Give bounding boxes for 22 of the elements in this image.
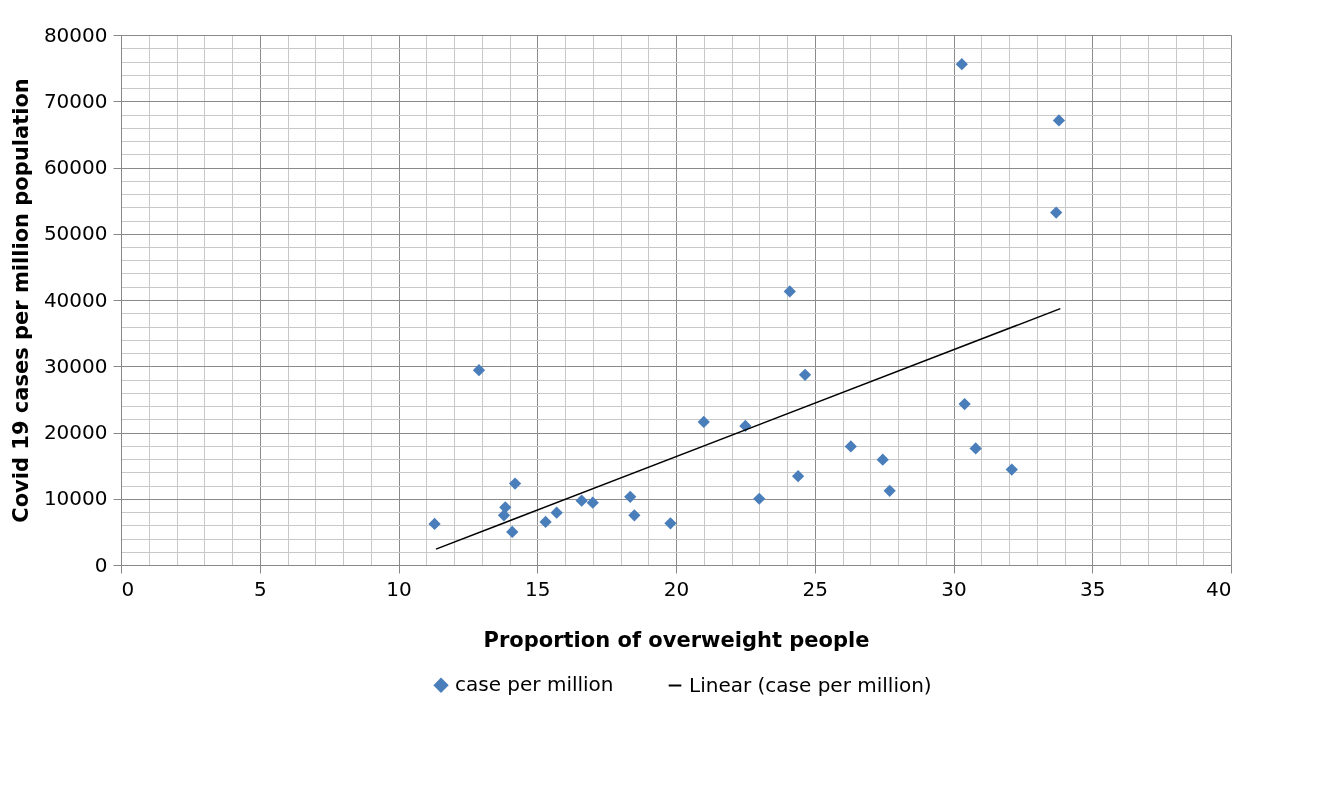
x-tick-label: 30 xyxy=(941,576,967,601)
y-tick-label: 50000 xyxy=(43,221,108,246)
x-tick-label: 10 xyxy=(386,576,412,601)
x-tick-label: 35 xyxy=(1080,576,1106,601)
x-tick-label: 25 xyxy=(802,576,828,601)
x-tick-label: 20 xyxy=(663,576,690,601)
y-tick-label: 60000 xyxy=(43,155,108,179)
y-tick-label: 30000 xyxy=(43,353,108,378)
y-axis-title: Covid 19 cases per million population xyxy=(8,78,33,523)
y-tick-label: 20000 xyxy=(43,420,108,444)
y-tick-label: 80000 xyxy=(43,22,108,47)
y-tick-label: 10000 xyxy=(43,486,108,511)
x-tick-label: 40 xyxy=(1206,576,1232,601)
x-axis-title: Proportion of overweight people xyxy=(483,627,870,652)
y-tick-label: 0 xyxy=(94,552,108,577)
legend-label: case per million xyxy=(455,672,614,697)
y-tick-label: 70000 xyxy=(43,88,108,113)
x-tick-label: 0 xyxy=(121,576,135,601)
y-tick-label: 40000 xyxy=(43,287,108,312)
legend-label: Linear (case per million) xyxy=(689,672,932,697)
x-tick-label: 5 xyxy=(253,576,267,601)
x-tick-label: 15 xyxy=(525,576,551,601)
